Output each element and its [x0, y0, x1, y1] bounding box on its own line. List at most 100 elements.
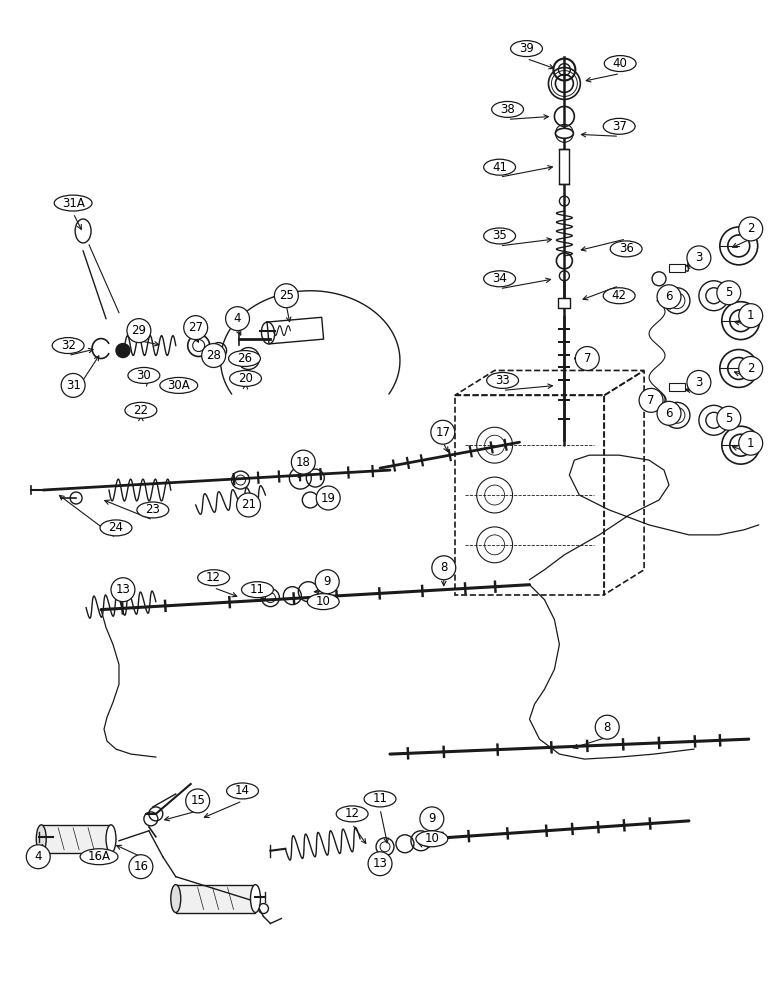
- Text: 9: 9: [324, 575, 331, 588]
- Bar: [558, 298, 570, 308]
- Text: 6: 6: [665, 407, 673, 420]
- Ellipse shape: [54, 195, 92, 211]
- Ellipse shape: [603, 288, 635, 304]
- Text: 7: 7: [647, 394, 655, 407]
- Text: 30A: 30A: [168, 379, 190, 392]
- Circle shape: [739, 357, 763, 380]
- Text: 38: 38: [500, 103, 515, 116]
- Circle shape: [184, 316, 207, 340]
- Text: 16: 16: [133, 860, 148, 873]
- Text: 17: 17: [435, 426, 450, 439]
- Text: 10: 10: [424, 832, 439, 845]
- Text: 25: 25: [279, 289, 294, 302]
- Circle shape: [61, 373, 85, 397]
- Ellipse shape: [160, 377, 197, 393]
- Text: 24: 24: [108, 521, 123, 534]
- Text: 41: 41: [492, 161, 507, 174]
- Text: 16A: 16A: [87, 850, 111, 863]
- Circle shape: [739, 304, 763, 328]
- Bar: [41, 825, 111, 853]
- Text: 11: 11: [373, 792, 388, 805]
- Text: 9: 9: [428, 812, 435, 825]
- Circle shape: [595, 715, 619, 739]
- Circle shape: [432, 556, 456, 580]
- Bar: [559, 149, 569, 184]
- Circle shape: [657, 401, 681, 425]
- Text: 4: 4: [234, 312, 241, 325]
- Circle shape: [27, 845, 50, 869]
- Text: 30: 30: [136, 369, 151, 382]
- Text: 31: 31: [66, 379, 80, 392]
- Text: 3: 3: [695, 376, 703, 389]
- Text: 21: 21: [241, 498, 256, 511]
- Circle shape: [717, 406, 741, 430]
- Circle shape: [315, 570, 339, 594]
- Ellipse shape: [229, 370, 261, 386]
- Text: 36: 36: [619, 242, 633, 255]
- Text: 37: 37: [612, 120, 626, 133]
- Text: 2: 2: [747, 362, 754, 375]
- Ellipse shape: [125, 402, 157, 418]
- Ellipse shape: [336, 806, 368, 822]
- Text: 39: 39: [519, 42, 534, 55]
- Ellipse shape: [484, 228, 516, 244]
- Ellipse shape: [487, 372, 519, 388]
- Ellipse shape: [511, 41, 542, 57]
- Ellipse shape: [250, 885, 261, 913]
- Ellipse shape: [52, 338, 84, 354]
- Ellipse shape: [307, 594, 339, 610]
- Bar: [176, 885, 256, 913]
- Circle shape: [202, 344, 225, 367]
- Ellipse shape: [128, 367, 160, 383]
- Text: 18: 18: [296, 456, 310, 469]
- Text: 33: 33: [495, 374, 510, 387]
- Text: 28: 28: [206, 349, 221, 362]
- Circle shape: [576, 347, 599, 370]
- Circle shape: [687, 246, 711, 270]
- Ellipse shape: [484, 271, 516, 287]
- Text: 27: 27: [188, 321, 204, 334]
- Text: 35: 35: [492, 229, 507, 242]
- Text: 8: 8: [440, 561, 448, 574]
- Circle shape: [657, 285, 681, 309]
- Circle shape: [186, 789, 210, 813]
- Ellipse shape: [106, 825, 116, 853]
- Ellipse shape: [484, 159, 516, 175]
- Ellipse shape: [75, 219, 91, 243]
- Bar: [669, 264, 685, 272]
- Circle shape: [127, 319, 151, 343]
- Ellipse shape: [242, 582, 274, 598]
- Text: 26: 26: [237, 352, 252, 365]
- Circle shape: [717, 281, 741, 305]
- Text: 7: 7: [583, 352, 591, 365]
- Circle shape: [739, 431, 763, 455]
- Text: 6: 6: [665, 290, 673, 303]
- Ellipse shape: [100, 520, 132, 536]
- Text: 20: 20: [238, 372, 253, 385]
- Ellipse shape: [416, 831, 448, 847]
- Circle shape: [129, 855, 153, 879]
- Circle shape: [639, 388, 663, 412]
- Text: 12: 12: [206, 571, 222, 584]
- Circle shape: [225, 307, 250, 331]
- Ellipse shape: [137, 502, 168, 518]
- Text: 15: 15: [190, 794, 205, 807]
- Circle shape: [236, 493, 261, 517]
- Circle shape: [275, 284, 298, 308]
- Circle shape: [739, 217, 763, 241]
- Circle shape: [687, 370, 711, 394]
- Ellipse shape: [226, 783, 258, 799]
- Bar: [455, 395, 604, 595]
- Text: 40: 40: [613, 57, 628, 70]
- Ellipse shape: [364, 791, 396, 807]
- Text: 2: 2: [747, 222, 754, 235]
- Ellipse shape: [36, 825, 46, 853]
- Circle shape: [420, 807, 444, 831]
- Text: 13: 13: [115, 583, 130, 596]
- Text: 14: 14: [235, 784, 250, 797]
- Ellipse shape: [555, 128, 573, 138]
- Text: 1: 1: [747, 437, 754, 450]
- Text: 23: 23: [145, 503, 160, 516]
- Text: 11: 11: [250, 583, 265, 596]
- Text: 31A: 31A: [62, 197, 84, 210]
